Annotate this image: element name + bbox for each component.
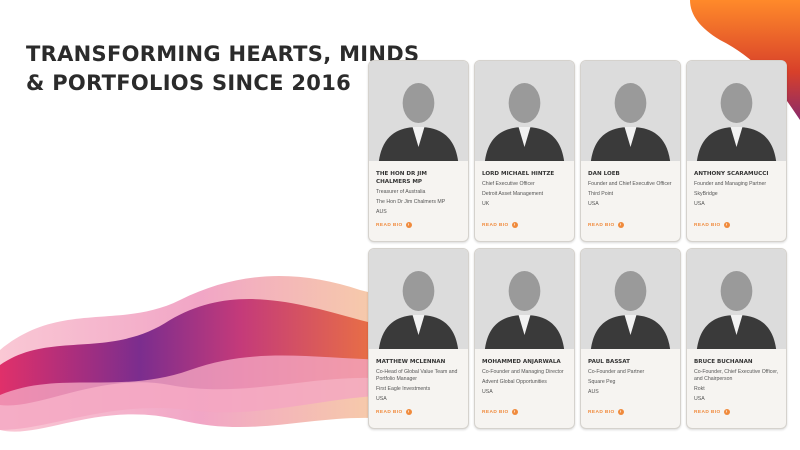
speaker-detail: USA	[694, 396, 705, 402]
speaker-name: Lord Michael Hintze	[482, 171, 555, 177]
speaker-detail: Square Peg	[588, 379, 616, 385]
read-bio-label: READ BIO	[588, 409, 615, 415]
speaker-detail: First Eagle Investments	[376, 386, 431, 392]
speaker-detail: Third Point	[588, 191, 614, 197]
speaker-photo	[687, 249, 786, 349]
read-bio-link[interactable]: READ BIO ›	[376, 409, 412, 415]
speaker-card[interactable]: Lord Michael Hintze Chief Executive Offic…	[474, 60, 575, 242]
arrow-right-circle-icon: ›	[405, 409, 412, 415]
read-bio-link[interactable]: READ BIO ›	[588, 409, 624, 415]
speaker-photo	[369, 61, 468, 161]
speaker-detail: Co-Founder and Partner	[588, 369, 645, 375]
speaker-card[interactable]: Paul Bassat Co-Founder and Partner Square …	[580, 248, 681, 429]
speaker-detail: USA	[482, 389, 493, 395]
speaker-detail: Founder and Chief Executive Officer	[588, 181, 672, 187]
speaker-name: The Hon Dr Jim Chalmers MP	[376, 171, 427, 185]
speaker-card[interactable]: Matthew McLennan Co-Head of Global Value …	[368, 248, 469, 429]
arrow-right-circle-icon: ›	[723, 409, 730, 415]
speaker-detail: Co-Founder and Managing Director	[482, 369, 564, 375]
page-headline: TRANSFORMING HEARTS, MINDS & PORTFOLIOS …	[26, 40, 419, 98]
speaker-photo	[581, 249, 680, 349]
read-bio-link[interactable]: READ BIO ›	[482, 222, 518, 228]
speaker-detail: UK	[482, 201, 490, 207]
speaker-detail: USA	[694, 201, 705, 207]
read-bio-label: READ BIO	[694, 222, 721, 228]
read-bio-label: READ BIO	[588, 222, 615, 228]
speaker-detail: USA	[588, 201, 599, 207]
speaker-detail: Advent Global Opportunities	[482, 379, 547, 385]
read-bio-link[interactable]: READ BIO ›	[694, 222, 730, 228]
read-bio-link[interactable]: READ BIO ›	[694, 409, 730, 415]
speaker-grid: The Hon Dr Jim Chalmers MP Treasurer of A…	[368, 60, 787, 429]
speaker-name: Bruce Buchanan	[694, 359, 753, 365]
speaker-photo	[687, 61, 786, 161]
arrow-right-circle-icon: ›	[511, 222, 518, 228]
speaker-detail: USA	[376, 396, 387, 402]
arrow-right-circle-icon: ›	[723, 222, 730, 228]
headline-line-1: TRANSFORMING HEARTS, MINDS	[26, 42, 420, 66]
read-bio-link[interactable]: READ BIO ›	[376, 222, 412, 228]
speaker-photo	[369, 249, 468, 349]
speaker-detail: Chief Executive Officer	[482, 181, 535, 187]
read-bio-link[interactable]: READ BIO ›	[588, 222, 624, 228]
speaker-card[interactable]: Bruce Buchanan Co-Founder, Chief Executiv…	[686, 248, 787, 429]
speaker-name: Paul Bassat	[588, 359, 630, 365]
arrow-right-circle-icon: ›	[405, 222, 412, 228]
speaker-detail: Co-Head of Global Value Team and Portfol…	[376, 369, 458, 382]
speaker-photo	[475, 249, 574, 349]
speaker-name: Mohammed Anjarwala	[482, 359, 561, 365]
speaker-detail: The Hon Dr Jim Chalmers MP	[376, 199, 446, 205]
speaker-detail: Detroit Asset Management	[482, 191, 544, 197]
speaker-detail: Founder and Managing Partner	[694, 181, 767, 187]
speaker-detail: Treasurer of Australia	[376, 189, 426, 195]
speaker-name: Matthew McLennan	[376, 359, 446, 365]
speaker-detail: AUS	[376, 209, 387, 215]
arrow-right-circle-icon: ›	[511, 409, 518, 415]
speaker-photo	[475, 61, 574, 161]
speaker-detail: AUS	[588, 389, 599, 395]
speaker-card[interactable]: Mohammed Anjarwala Co-Founder and Managin…	[474, 248, 575, 429]
read-bio-label: READ BIO	[376, 409, 403, 415]
speaker-card[interactable]: Dan Loeb Founder and Chief Executive Offi…	[580, 60, 681, 242]
read-bio-label: READ BIO	[482, 409, 509, 415]
read-bio-link[interactable]: READ BIO ›	[482, 409, 518, 415]
arrow-right-circle-icon: ›	[617, 222, 624, 228]
speaker-detail: Co-Founder, Chief Executive Officer, and…	[694, 369, 779, 382]
read-bio-label: READ BIO	[482, 222, 509, 228]
speaker-name: Anthony Scaramucci	[694, 171, 769, 177]
speaker-photo	[581, 61, 680, 161]
read-bio-label: READ BIO	[376, 222, 403, 228]
speaker-card[interactable]: The Hon Dr Jim Chalmers MP Treasurer of A…	[368, 60, 469, 242]
speaker-detail: SkyBridge	[694, 191, 718, 197]
arrow-right-circle-icon: ›	[617, 409, 624, 415]
speaker-detail: Rokt	[694, 386, 705, 392]
speaker-card[interactable]: Anthony Scaramucci Founder and Managing P…	[686, 60, 787, 242]
speaker-name: Dan Loeb	[588, 171, 620, 177]
headline-line-2: & PORTFOLIOS SINCE 2016	[26, 71, 352, 95]
read-bio-label: READ BIO	[694, 409, 721, 415]
